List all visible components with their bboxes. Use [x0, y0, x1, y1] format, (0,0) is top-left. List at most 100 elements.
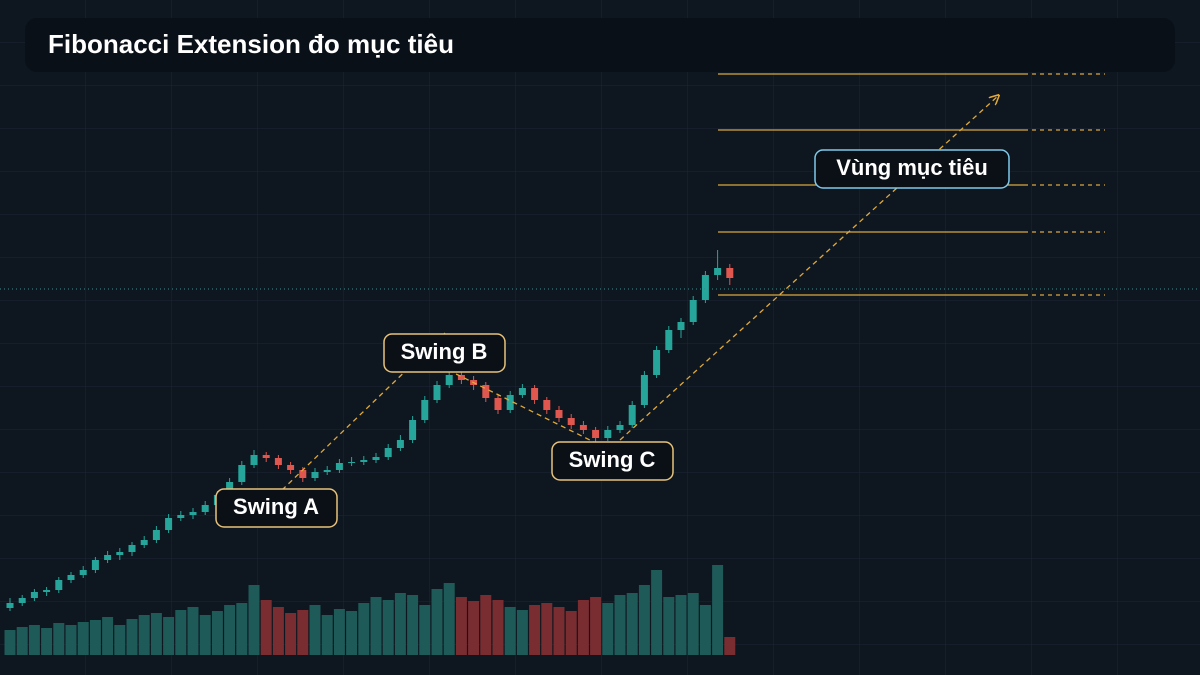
- volume-bar: [272, 607, 284, 655]
- chart-title: Fibonacci Extension đo mục tiêu: [48, 29, 454, 59]
- volume-bar: [163, 617, 175, 655]
- volume-bar: [358, 603, 370, 655]
- candle-body: [335, 463, 343, 470]
- candle-body: [384, 448, 392, 457]
- volume-bar: [77, 622, 89, 655]
- candle-body: [79, 570, 87, 575]
- volume-bar: [443, 583, 455, 655]
- candle-body: [128, 545, 136, 552]
- volume-bar: [407, 595, 419, 655]
- candle-body: [689, 300, 697, 322]
- volume-bar: [516, 610, 528, 655]
- arrow-ab: [281, 332, 446, 491]
- candle-body: [287, 465, 295, 470]
- candle-body: [299, 470, 307, 478]
- candle-body: [18, 598, 26, 603]
- volume-bar: [53, 623, 65, 655]
- volume-bar: [468, 601, 480, 655]
- volume-bar: [626, 593, 638, 655]
- volume-bar: [541, 603, 553, 655]
- candle-body: [726, 268, 734, 278]
- volume-bar: [199, 615, 211, 655]
- volume-bar: [663, 597, 675, 655]
- volume-bar: [724, 637, 736, 655]
- candle-body: [152, 530, 160, 540]
- candle-body: [482, 385, 490, 398]
- volume-bar: [565, 611, 577, 655]
- candle-body: [396, 440, 404, 448]
- candle-body: [67, 575, 75, 580]
- volume-bar: [431, 589, 443, 655]
- volume-bar: [699, 605, 711, 655]
- candle-body: [409, 420, 417, 440]
- volume-bar: [16, 627, 28, 655]
- volume-bar: [309, 605, 321, 655]
- label-box: [383, 333, 506, 373]
- volume-bar: [553, 607, 565, 655]
- candle-body: [116, 552, 124, 555]
- candle-body: [250, 455, 258, 465]
- candle-body: [567, 418, 575, 425]
- candle-body: [348, 462, 356, 463]
- candle-body: [628, 405, 636, 425]
- candle-body: [579, 425, 587, 430]
- candle-body: [494, 398, 502, 410]
- volume-bar: [712, 565, 724, 655]
- candle-body: [653, 350, 661, 375]
- volume-bar: [102, 617, 114, 655]
- volume-bar: [150, 613, 162, 655]
- candle-body: [457, 375, 465, 380]
- volume-bar: [455, 597, 467, 655]
- swing-label: Swing A: [233, 494, 319, 519]
- plot: [0, 73, 1200, 655]
- volume-bar: [89, 620, 101, 655]
- candle-body: [421, 400, 429, 420]
- volume-bar: [224, 605, 236, 655]
- volume-bar: [346, 611, 358, 655]
- volume-bar: [236, 603, 248, 655]
- candle-body: [43, 590, 51, 592]
- volume-bar: [211, 611, 223, 655]
- candle-body: [543, 400, 551, 410]
- volume-bar: [492, 600, 504, 655]
- candle-body: [677, 322, 685, 330]
- candle-body: [604, 430, 612, 438]
- volume-bar: [187, 607, 199, 655]
- candle-body: [201, 505, 209, 512]
- candle-body: [311, 472, 319, 478]
- candle-body: [177, 515, 185, 518]
- label-box: [215, 488, 338, 528]
- candle-body: [592, 430, 600, 438]
- candle-body: [6, 603, 14, 608]
- volume-bar: [138, 615, 150, 655]
- volume-bar: [675, 595, 687, 655]
- volume-bar: [638, 585, 650, 655]
- volume-bar: [126, 619, 138, 655]
- label-box: [814, 149, 1010, 189]
- volume-bar: [602, 603, 614, 655]
- candle-body: [616, 425, 624, 430]
- candle-body: [323, 470, 331, 472]
- candle-body: [445, 375, 453, 385]
- volume-bar: [480, 595, 492, 655]
- candle-body: [531, 388, 539, 400]
- volume-bar: [65, 625, 77, 655]
- candle-body: [506, 395, 514, 410]
- volume-bar: [260, 600, 272, 655]
- candle-body: [372, 457, 380, 460]
- volume-bar: [577, 600, 589, 655]
- candle-body: [140, 540, 148, 545]
- volume-bar: [687, 593, 699, 655]
- candle-body: [665, 330, 673, 350]
- volume-bar: [419, 605, 431, 655]
- candle-body: [518, 388, 526, 395]
- volume-bar: [529, 605, 541, 655]
- title-box: [25, 18, 1175, 72]
- candle-body: [714, 268, 722, 275]
- volume-bar: [394, 593, 406, 655]
- volume-bar: [28, 625, 40, 655]
- candle-body: [55, 580, 63, 590]
- volume-bar: [4, 630, 16, 655]
